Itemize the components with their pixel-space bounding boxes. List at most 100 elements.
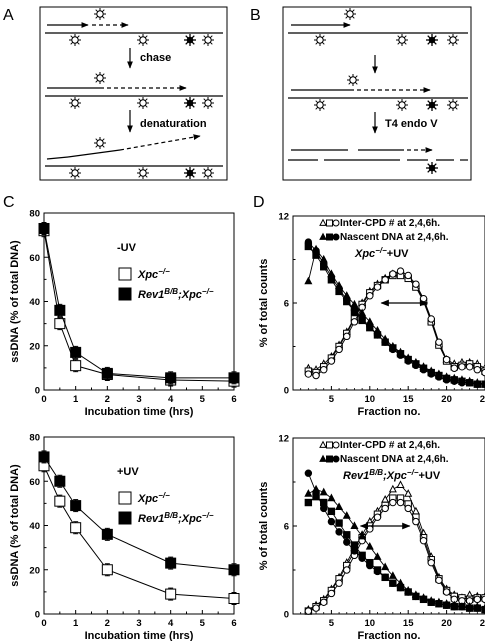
- data-point: [473, 380, 482, 388]
- data-point: [304, 276, 313, 285]
- x-tick-label: 3: [136, 618, 141, 629]
- x-tick-label: 6: [231, 618, 236, 629]
- data-point: [435, 373, 443, 381]
- data-point: [358, 531, 367, 540]
- data-point: [343, 566, 351, 574]
- data-point: [350, 547, 359, 555]
- legend-marker: [319, 232, 327, 240]
- data-point: [327, 273, 336, 281]
- y-tick-label: 6: [284, 522, 289, 533]
- y-tick-label: 0: [284, 386, 289, 397]
- data-point: [381, 338, 389, 346]
- legend-label: Inter-CPD # at 2,4,6h.: [340, 218, 440, 229]
- data-point: [54, 495, 66, 507]
- legend-marker: [326, 441, 333, 449]
- condition-label: Xpc−/−+UV: [354, 246, 409, 261]
- data-point: [412, 592, 420, 601]
- x-tick-label: 1: [73, 618, 79, 629]
- data-point: [327, 589, 336, 598]
- data-point: [412, 517, 420, 526]
- data-point: [389, 345, 397, 354]
- data-point: [389, 498, 397, 507]
- legend-label: Xpc−/−: [137, 267, 170, 282]
- legend-marker: [118, 267, 132, 281]
- legend-marker: [332, 233, 340, 241]
- x-tick-label: 2: [105, 618, 110, 629]
- data-point: [38, 222, 50, 234]
- data-point: [373, 552, 382, 560]
- legend-marker: [319, 454, 327, 462]
- legend-label: Xpc−/−: [137, 491, 170, 506]
- data-point: [465, 379, 474, 387]
- data-point: [312, 604, 320, 612]
- x-tick-label: 4: [168, 394, 174, 405]
- data-point: [327, 507, 336, 516]
- x-axis-label: Fraction no.: [358, 630, 421, 641]
- data-point: [419, 595, 428, 604]
- x-tick-label: 0: [41, 618, 46, 629]
- data-point: [435, 338, 443, 346]
- legend-marker: [118, 491, 132, 505]
- data-point: [358, 554, 366, 562]
- data-point: [335, 528, 343, 536]
- data-point: [396, 498, 405, 507]
- legend-marker: [332, 441, 340, 449]
- data-point: [381, 573, 389, 582]
- y-tick-label: 60: [29, 253, 40, 264]
- y-tick-label: 60: [29, 477, 40, 488]
- y-tick-label: 0: [35, 386, 40, 397]
- data-point: [381, 276, 389, 284]
- data-point: [335, 345, 343, 354]
- data-point: [304, 469, 313, 477]
- legend-marker: [332, 455, 340, 463]
- x-tick-label: 5: [200, 618, 206, 629]
- data-point: [389, 579, 397, 587]
- x-tick-label: 10: [365, 394, 376, 405]
- data-point: [442, 376, 451, 384]
- data-point: [335, 284, 343, 293]
- data-point: [350, 521, 359, 530]
- data-point: [458, 363, 466, 371]
- x-tick-label: 5: [329, 618, 335, 629]
- data-point: [404, 357, 412, 365]
- data-point: [350, 318, 359, 326]
- data-point: [473, 604, 482, 612]
- chart-d-xpc: 5 10 15 20 25 0 6 12 Fraction no. % of total coun…: [258, 212, 485, 418]
- y-axis-label: % of total counts: [258, 482, 270, 571]
- data-point: [165, 588, 177, 600]
- y-tick-label: 12: [278, 434, 289, 445]
- data-point: [335, 519, 343, 527]
- chase-label: chase: [140, 52, 171, 64]
- panel-label-d: D: [253, 194, 265, 211]
- data-point: [419, 294, 428, 303]
- data-point: [435, 576, 443, 584]
- x-tick-label: 5: [329, 394, 335, 405]
- data-point: [412, 361, 420, 370]
- legend-marker: [326, 219, 333, 227]
- data-point: [320, 598, 328, 606]
- data-point: [458, 379, 466, 387]
- y-axis-label: ssDNA (% of total DNA): [9, 464, 21, 587]
- data-point: [373, 283, 382, 291]
- data-point: [54, 304, 66, 316]
- legend-marker: [326, 233, 333, 241]
- data-point: [304, 607, 313, 615]
- data-point: [473, 366, 482, 374]
- y-tick-label: 80: [29, 433, 40, 444]
- data-point: [327, 493, 336, 502]
- data-point: [343, 531, 351, 539]
- data-point: [442, 601, 451, 609]
- condition-label: -UV: [117, 242, 137, 254]
- data-point: [343, 538, 351, 546]
- data-point: [358, 315, 366, 323]
- data-point: [388, 571, 397, 579]
- data-point: [396, 267, 405, 275]
- data-point: [388, 484, 397, 493]
- data-point: [366, 561, 374, 570]
- t4-endo-label: T4 endo V: [385, 118, 438, 130]
- data-point: [473, 595, 482, 604]
- legend-marker: [326, 455, 333, 463]
- y-axis-label: ssDNA (% of total DNA): [9, 240, 21, 363]
